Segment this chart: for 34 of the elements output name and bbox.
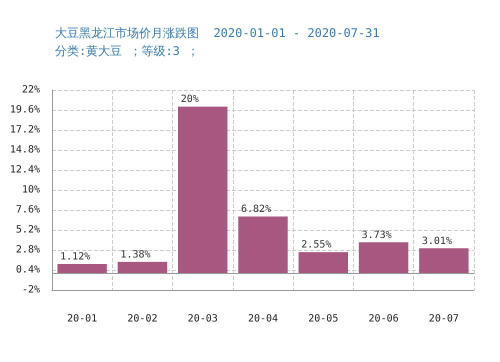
data-label: 2.55% xyxy=(301,240,332,251)
y-tick-label: 19.6% xyxy=(10,104,40,116)
y-tick-label: 22% xyxy=(22,84,40,96)
y-tick-label: 12.4% xyxy=(10,164,40,176)
bar xyxy=(118,262,168,274)
bar xyxy=(238,216,288,274)
x-tick-label: 20-05 xyxy=(308,314,338,324)
y-tick-label: 10% xyxy=(22,184,40,196)
y-tick-label: 17.2% xyxy=(10,124,40,136)
y-tick-label: 14.8% xyxy=(10,144,40,156)
x-tick-label: 20-01 xyxy=(67,314,98,324)
x-tick-label: 20-06 xyxy=(368,314,399,324)
y-tick-label: 0.4% xyxy=(16,264,40,276)
y-tick-label: 5.2% xyxy=(16,224,40,236)
y-tick-label: -2% xyxy=(22,284,40,296)
data-label: 3.73% xyxy=(362,230,392,241)
y-tick-label: 7.6% xyxy=(16,204,40,216)
data-label: 1.38% xyxy=(120,249,151,260)
data-label: 20% xyxy=(180,94,199,106)
bar xyxy=(178,106,228,274)
bar xyxy=(57,264,107,274)
data-label: 3.01% xyxy=(422,236,452,247)
bar xyxy=(298,252,348,274)
y-tick-label: 2.8% xyxy=(16,244,40,256)
chart-title: 大豆黑龙江市场价月涨跌图 2020-01-01 - 2020-07-31 xyxy=(55,26,380,40)
data-label: 6.82% xyxy=(241,204,272,215)
x-tick-label: 20-03 xyxy=(188,314,218,324)
x-tick-label: 20-04 xyxy=(248,314,278,324)
data-label: 1.12% xyxy=(60,252,90,262)
x-tick-label: 20-07 xyxy=(428,314,459,324)
bar xyxy=(358,242,408,274)
x-tick-label: 20-02 xyxy=(127,314,158,324)
chart-subtitle: 分类:黄大豆 ；等级:3 ； xyxy=(55,44,200,58)
bar xyxy=(419,248,469,274)
